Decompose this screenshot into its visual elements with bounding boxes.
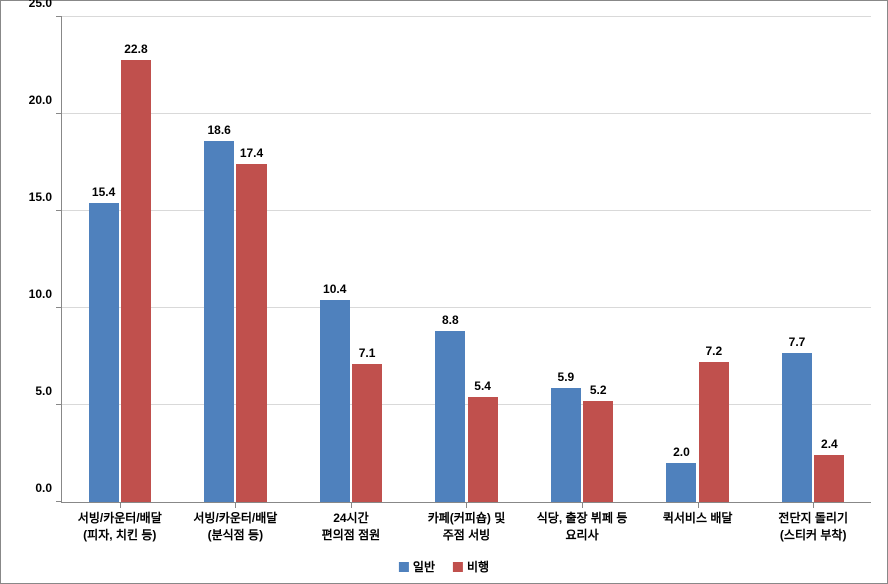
plot-area: 0.05.010.015.020.025.0서빙/카운터/배달(피자, 치킨 등… [61,17,871,503]
y-axis-label: 20.0 [29,93,52,107]
bar: 17.4 [236,164,266,502]
bar-value-label: 8.8 [442,313,459,327]
category-group: 카페(커피숍) 및주점 서빙8.85.4 [409,17,525,502]
y-axis-label: 0.0 [35,481,52,495]
x-axis-label: 전단지 돌리기 (스티커 부착) [778,510,848,545]
x-axis-label: 식당, 출장 뷔페 등요리사 [537,510,628,545]
bar: 7.1 [352,364,382,502]
bar: 5.2 [583,401,613,502]
bar: 15.4 [89,203,119,502]
bar-value-label: 5.4 [474,379,491,393]
x-axis-label-line: (피자, 치킨 등) [83,528,156,542]
bar-value-label: 7.1 [359,346,376,360]
legend: 일반 비행 [399,558,489,575]
y-axis-label: 15.0 [29,190,52,204]
x-tick [466,502,467,508]
bar: 18.6 [204,141,234,502]
bar: 5.4 [468,397,498,502]
bar-value-label: 5.2 [590,383,607,397]
x-axis-label-line: 서빙/카운터/배달 [78,511,162,525]
x-tick [698,502,699,508]
bar-value-label: 17.4 [240,146,263,160]
legend-item: 비행 [453,558,489,575]
x-axis-label-line: 카페(커피숍) 및 [428,511,506,525]
bar: 5.9 [551,388,581,502]
legend-label: 비행 [467,558,489,575]
x-tick [120,502,121,508]
x-axis-label: 24시간편의점 점원 [322,510,381,545]
x-axis-label-line: (분식점 등) [208,528,264,542]
x-axis-label: 퀵서비스 배달 [663,510,733,527]
bar-value-label: 15.4 [92,185,115,199]
bar-value-label: 2.4 [821,437,838,451]
bar-value-label: 22.8 [124,42,147,56]
bar: 7.7 [782,353,812,502]
x-axis-label-line: 주점 서빙 [443,528,491,542]
bar-value-label: 7.2 [705,344,722,358]
category-group: 24시간편의점 점원10.47.1 [293,17,409,502]
bar: 22.8 [121,60,151,502]
legend-item: 일반 [399,558,435,575]
x-axis-label-line: 요리사 [566,528,599,542]
x-axis-label-line: 서빙/카운터/배달 [193,511,277,525]
y-axis-label: 10.0 [29,287,52,301]
bar-value-label: 10.4 [323,282,346,296]
x-axis-label: 카페(커피숍) 및주점 서빙 [428,510,506,545]
legend-label: 일반 [413,558,435,575]
bar-value-label: 7.7 [789,335,806,349]
x-tick [813,502,814,508]
category-group: 서빙/카운터/배달(분식점 등)18.617.4 [178,17,294,502]
chart-container: 0.05.010.015.020.025.0서빙/카운터/배달(피자, 치킨 등… [0,0,888,584]
x-axis-label-line: 퀵서비스 배달 [663,511,733,525]
category-group: 식당, 출장 뷔페 등요리사5.95.2 [524,17,640,502]
bar: 10.4 [320,300,350,502]
bar: 2.4 [814,455,844,502]
x-axis-label: 서빙/카운터/배달 (분식점 등) [193,510,277,545]
x-axis-label-line: 전단지 돌리기 [778,511,848,525]
category-group: 퀵서비스 배달2.07.2 [640,17,756,502]
y-axis-label: 25.0 [29,0,52,10]
bar: 8.8 [435,331,465,502]
category-group: 전단지 돌리기(스티커 부착)7.72.4 [755,17,871,502]
bar: 2.0 [666,463,696,502]
x-axis-label-line: (스티커 부착) [780,528,847,542]
x-tick [351,502,352,508]
bar-value-label: 18.6 [207,123,230,137]
bar: 7.2 [699,362,729,502]
x-axis-label-line: 식당, 출장 뷔페 등 [537,511,628,525]
legend-swatch [453,562,463,572]
x-axis-label-line: 편의점 점원 [322,528,381,542]
x-tick [235,502,236,508]
x-axis-label: 서빙/카운터/배달 (피자, 치킨 등) [78,510,162,545]
x-axis-label-line: 24시간 [333,511,368,525]
bar-value-label: 2.0 [673,445,690,459]
category-group: 서빙/카운터/배달(피자, 치킨 등)15.422.8 [62,17,178,502]
x-tick [582,502,583,508]
y-axis-label: 5.0 [35,384,52,398]
bar-value-label: 5.9 [558,370,575,384]
legend-swatch [399,562,409,572]
